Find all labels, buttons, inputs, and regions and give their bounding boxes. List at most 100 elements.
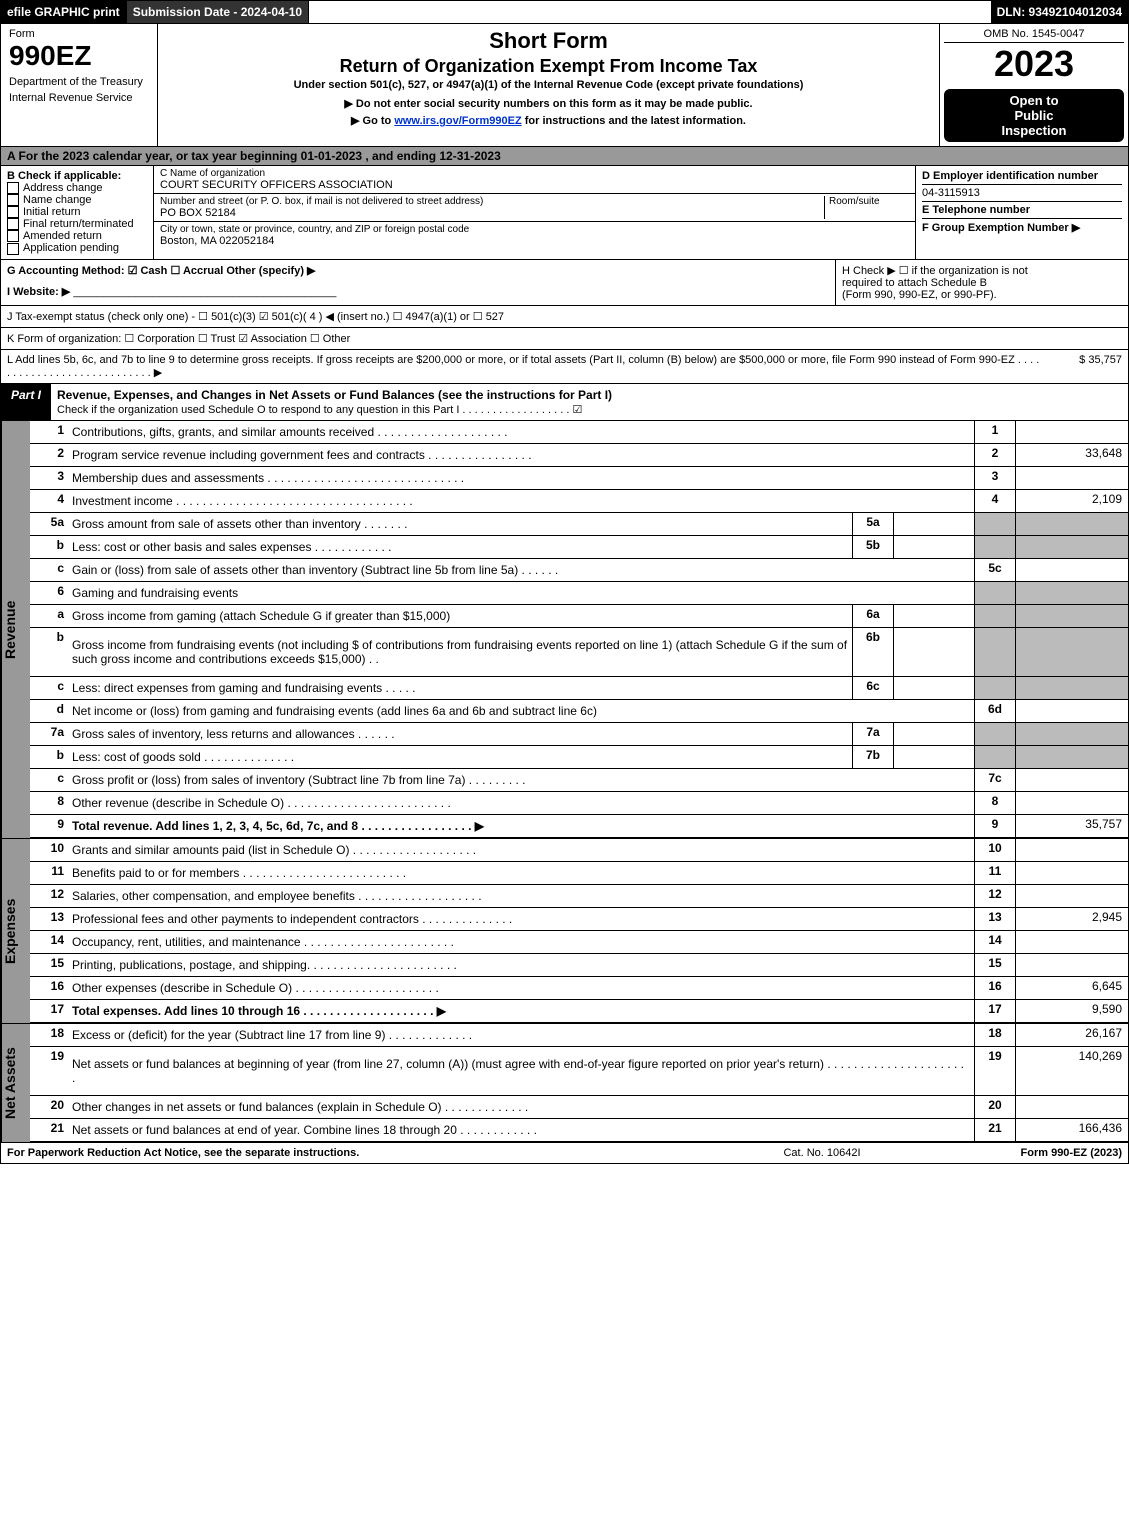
f-label: F Group Exemption Number ▶ bbox=[922, 219, 1122, 236]
section-b: B Check if applicable: Address changeNam… bbox=[1, 166, 154, 259]
dln: DLN: 93492104012034 bbox=[991, 1, 1128, 23]
irs-link[interactable]: www.irs.gov/Form990EZ bbox=[394, 115, 521, 127]
line-11: 11Benefits paid to or for members . . . … bbox=[30, 862, 1128, 885]
line-13: 13Professional fees and other payments t… bbox=[30, 908, 1128, 931]
goto-line: ▶ Go to www.irs.gov/Form990EZ for instru… bbox=[166, 114, 931, 127]
line-9: 9Total revenue. Add lines 1, 2, 3, 4, 5c… bbox=[30, 815, 1128, 838]
net-assets-section: Net Assets 18Excess or (deficit) for the… bbox=[1, 1024, 1128, 1143]
line-c: cGross profit or (loss) from sales of in… bbox=[30, 769, 1128, 792]
footer-cat: Cat. No. 10642I bbox=[722, 1147, 922, 1159]
line-c: cGain or (loss) from sale of assets othe… bbox=[30, 559, 1128, 582]
line-10: 10Grants and similar amounts paid (list … bbox=[30, 839, 1128, 862]
title-return: Return of Organization Exempt From Incom… bbox=[166, 56, 931, 77]
line-b: bGross income from fundraising events (n… bbox=[30, 628, 1128, 677]
revenue-section: Revenue 1Contributions, gifts, grants, a… bbox=[1, 421, 1128, 839]
form-page: efile GRAPHIC print Submission Date - 20… bbox=[0, 0, 1129, 1164]
checkbox-final-return-terminated[interactable]: Final return/terminated bbox=[7, 218, 147, 230]
line-5a: 5aGross amount from sale of assets other… bbox=[30, 513, 1128, 536]
line-3: 3Membership dues and assessments . . . .… bbox=[30, 467, 1128, 490]
goto-pre: ▶ Go to bbox=[351, 115, 394, 127]
c-addr-label: Number and street (or P. O. box, if mail… bbox=[160, 196, 824, 207]
checkbox-name-change[interactable]: Name change bbox=[7, 194, 147, 206]
line-8: 8Other revenue (describe in Schedule O) … bbox=[30, 792, 1128, 815]
open-l3: Inspection bbox=[948, 123, 1120, 138]
section-h: H Check ▶ ☐ if the organization is not r… bbox=[836, 260, 1128, 305]
dept-irs: Internal Revenue Service bbox=[9, 92, 149, 104]
k-form-org: K Form of organization: ☐ Corporation ☐ … bbox=[1, 328, 1128, 350]
efile-label[interactable]: efile GRAPHIC print bbox=[1, 1, 127, 23]
e-label: E Telephone number bbox=[922, 202, 1122, 219]
h-l3: (Form 990, 990-EZ, or 990-PF). bbox=[842, 289, 1122, 301]
h-l2: required to attach Schedule B bbox=[842, 277, 1122, 289]
b-header: B Check if applicable: bbox=[7, 170, 147, 182]
ein: 04-3115913 bbox=[922, 185, 1122, 202]
checkbox-initial-return[interactable]: Initial return bbox=[7, 206, 147, 218]
part1-header: Part I Revenue, Expenses, and Changes in… bbox=[1, 384, 1128, 421]
line-b: bLess: cost or other basis and sales exp… bbox=[30, 536, 1128, 559]
page-footer: For Paperwork Reduction Act Notice, see … bbox=[1, 1143, 1128, 1163]
subtitle-section: Under section 501(c), 527, or 4947(a)(1)… bbox=[166, 79, 931, 91]
expenses-section: Expenses 10Grants and similar amounts pa… bbox=[1, 839, 1128, 1024]
checkbox-address-change[interactable]: Address change bbox=[7, 182, 147, 194]
line-2: 2Program service revenue including gover… bbox=[30, 444, 1128, 467]
part1-sub: Check if the organization used Schedule … bbox=[57, 404, 582, 416]
h-l1: H Check ▶ ☐ if the organization is not bbox=[842, 264, 1122, 277]
line-17: 17Total expenses. Add lines 10 through 1… bbox=[30, 1000, 1128, 1023]
part1-title: Revenue, Expenses, and Changes in Net As… bbox=[57, 388, 612, 402]
g-accounting: G Accounting Method: ☑ Cash ☐ Accrual Ot… bbox=[7, 264, 829, 277]
title-short-form: Short Form bbox=[166, 28, 931, 54]
section-c: C Name of organization COURT SECURITY OF… bbox=[154, 166, 916, 259]
dept-treasury: Department of the Treasury bbox=[9, 76, 149, 88]
form-word: Form bbox=[9, 28, 149, 40]
tax-year: 2023 bbox=[944, 43, 1124, 85]
line-15: 15Printing, publications, postage, and s… bbox=[30, 954, 1128, 977]
org-address: PO BOX 52184 bbox=[160, 207, 824, 219]
line-6: 6Gaming and fundraising events bbox=[30, 582, 1128, 605]
room-suite-label: Room/suite bbox=[824, 196, 909, 219]
org-city: Boston, MA 022052184 bbox=[160, 235, 909, 247]
l-amount: $ 35,757 bbox=[1042, 354, 1122, 379]
expenses-side-label: Expenses bbox=[1, 839, 30, 1023]
c-city-label: City or town, state or province, country… bbox=[160, 224, 909, 235]
line-b: bLess: cost of goods sold . . . . . . . … bbox=[30, 746, 1128, 769]
form-number: 990EZ bbox=[9, 40, 149, 72]
checkbox-amended-return[interactable]: Amended return bbox=[7, 230, 147, 242]
warning-ssn: ▶ Do not enter social security numbers o… bbox=[166, 97, 931, 110]
line-12: 12Salaries, other compensation, and empl… bbox=[30, 885, 1128, 908]
part1-label: Part I bbox=[1, 384, 51, 420]
line-7a: 7aGross sales of inventory, less returns… bbox=[30, 723, 1128, 746]
revenue-side-label: Revenue bbox=[1, 421, 30, 838]
line-1: 1Contributions, gifts, grants, and simil… bbox=[30, 421, 1128, 444]
i-website: I Website: ▶ bbox=[7, 286, 70, 298]
d-label: D Employer identification number bbox=[922, 170, 1122, 185]
line-21: 21Net assets or fund balances at end of … bbox=[30, 1119, 1128, 1142]
line-20: 20Other changes in net assets or fund ba… bbox=[30, 1096, 1128, 1119]
open-l2: Public bbox=[948, 108, 1120, 123]
line-19: 19Net assets or fund balances at beginni… bbox=[30, 1047, 1128, 1096]
section-def: D Employer identification number 04-3115… bbox=[916, 166, 1128, 259]
org-name: COURT SECURITY OFFICERS ASSOCIATION bbox=[160, 179, 909, 191]
submission-date: Submission Date - 2024-04-10 bbox=[127, 1, 309, 23]
row-a: A For the 2023 calendar year, or tax yea… bbox=[1, 147, 1128, 166]
l-text: L Add lines 5b, 6c, and 7b to line 9 to … bbox=[7, 354, 1042, 379]
omb-number: OMB No. 1545-0047 bbox=[944, 28, 1124, 43]
open-to-public: Open to Public Inspection bbox=[944, 89, 1124, 142]
footer-paperwork: For Paperwork Reduction Act Notice, see … bbox=[7, 1147, 722, 1159]
j-tax-exempt: J Tax-exempt status (check only one) - ☐… bbox=[1, 306, 1128, 328]
checkbox-application-pending[interactable]: Application pending bbox=[7, 242, 147, 254]
top-bar: efile GRAPHIC print Submission Date - 20… bbox=[1, 1, 1128, 24]
line-16: 16Other expenses (describe in Schedule O… bbox=[30, 977, 1128, 1000]
c-name-label: C Name of organization bbox=[160, 168, 909, 179]
l-gross-receipts: L Add lines 5b, 6c, and 7b to line 9 to … bbox=[1, 350, 1128, 384]
line-c: cLess: direct expenses from gaming and f… bbox=[30, 677, 1128, 700]
footer-form: Form 990-EZ (2023) bbox=[922, 1147, 1122, 1159]
line-4: 4Investment income . . . . . . . . . . .… bbox=[30, 490, 1128, 513]
block-bcdef: B Check if applicable: Address changeNam… bbox=[1, 166, 1128, 260]
form-header: Form 990EZ Department of the Treasury In… bbox=[1, 24, 1128, 147]
line-a: aGross income from gaming (attach Schedu… bbox=[30, 605, 1128, 628]
open-l1: Open to bbox=[948, 93, 1120, 108]
line-14: 14Occupancy, rent, utilities, and mainte… bbox=[30, 931, 1128, 954]
net-side-label: Net Assets bbox=[1, 1024, 30, 1142]
line-d: dNet income or (loss) from gaming and fu… bbox=[30, 700, 1128, 723]
goto-post: for instructions and the latest informat… bbox=[522, 115, 746, 127]
